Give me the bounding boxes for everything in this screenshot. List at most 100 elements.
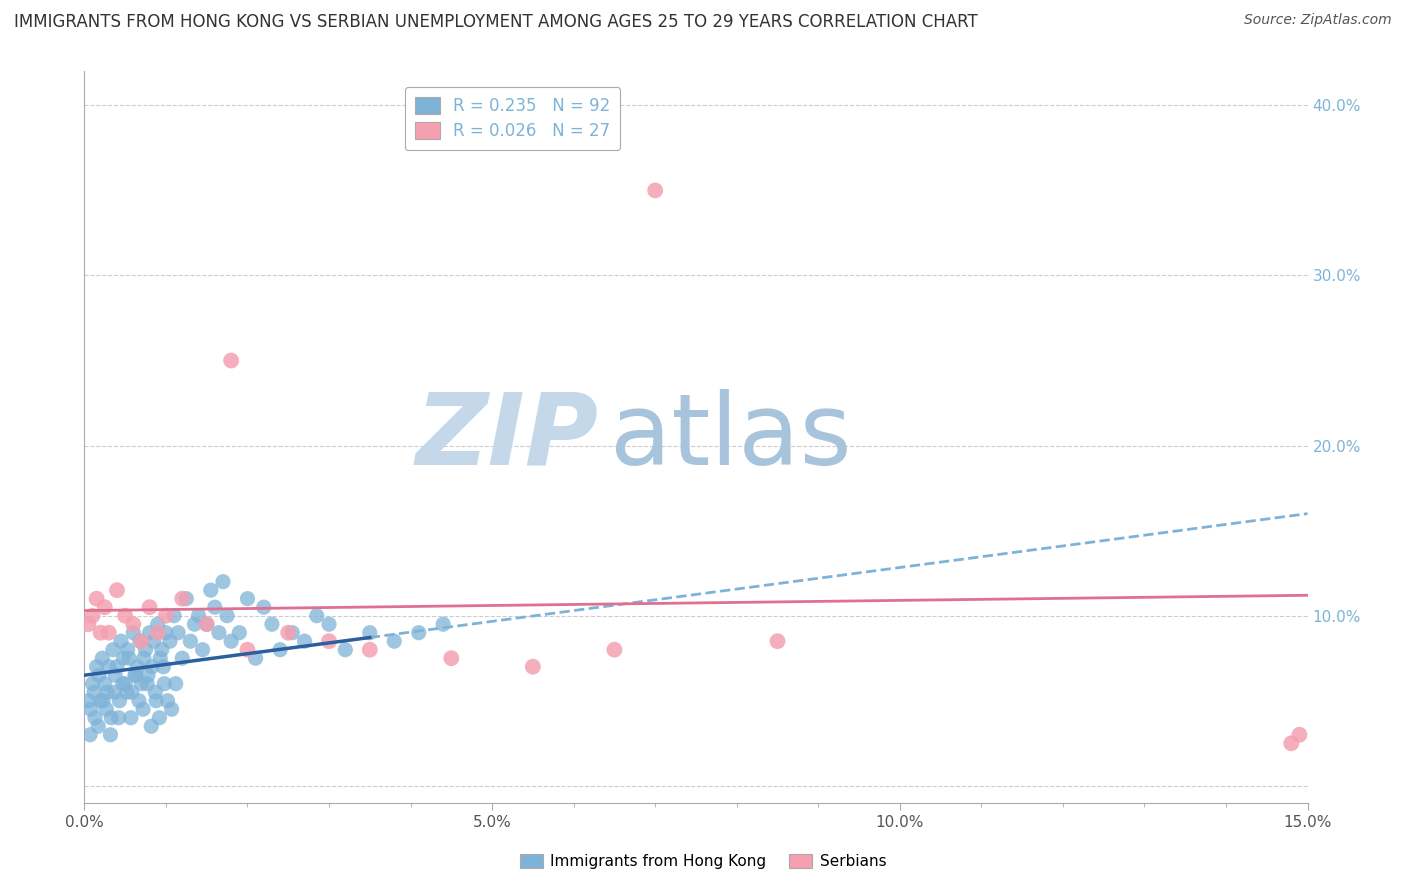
Point <box>318 634 340 648</box>
Point <box>107 711 129 725</box>
Point <box>217 608 239 623</box>
Point <box>90 625 112 640</box>
Point <box>766 634 789 648</box>
Legend: Immigrants from Hong Kong, Serbians: Immigrants from Hong Kong, Serbians <box>513 848 893 875</box>
Point <box>122 617 145 632</box>
Point <box>359 642 381 657</box>
Point <box>128 634 150 648</box>
Point <box>143 685 166 699</box>
Point <box>603 642 626 657</box>
Point <box>145 694 167 708</box>
Point <box>294 634 316 648</box>
Point <box>253 600 276 615</box>
Point <box>163 608 186 623</box>
Point <box>100 728 122 742</box>
Point <box>136 668 159 682</box>
Point <box>153 677 176 691</box>
Point <box>91 651 114 665</box>
Point <box>110 634 132 648</box>
Point <box>174 591 197 606</box>
Point <box>260 617 283 632</box>
Point <box>150 642 173 657</box>
Point <box>132 702 155 716</box>
Point <box>160 702 183 716</box>
Point <box>236 591 259 606</box>
Point <box>208 625 231 640</box>
Point <box>127 659 149 673</box>
Point <box>155 608 177 623</box>
Point <box>305 608 328 623</box>
Point <box>149 651 172 665</box>
Point <box>141 659 163 673</box>
Point <box>128 694 150 708</box>
Point <box>359 625 381 640</box>
Point <box>114 677 136 691</box>
Point <box>212 574 235 589</box>
Point <box>91 694 114 708</box>
Point <box>117 642 139 657</box>
Point <box>120 711 142 725</box>
Point <box>141 719 163 733</box>
Point <box>167 625 190 640</box>
Point <box>125 668 148 682</box>
Point <box>159 634 181 648</box>
Point <box>105 659 128 673</box>
Point <box>86 591 108 606</box>
Point <box>138 625 160 640</box>
Point <box>93 677 115 691</box>
Point <box>82 608 104 623</box>
Point <box>131 677 153 691</box>
Point <box>522 659 544 673</box>
Point <box>103 685 125 699</box>
Text: ZIP: ZIP <box>415 389 598 485</box>
Point <box>97 625 120 640</box>
Point <box>77 694 100 708</box>
Point <box>115 685 138 699</box>
Point <box>87 668 110 682</box>
Point <box>84 711 107 725</box>
Point <box>142 634 165 648</box>
Point <box>124 668 146 682</box>
Point <box>183 617 205 632</box>
Point <box>165 677 187 691</box>
Point <box>86 659 108 673</box>
Point <box>108 694 131 708</box>
Point <box>172 591 194 606</box>
Point <box>97 659 120 673</box>
Point <box>93 600 115 615</box>
Point <box>335 642 357 657</box>
Point <box>1288 728 1310 742</box>
Point <box>146 625 169 640</box>
Point <box>228 625 250 640</box>
Point <box>82 677 104 691</box>
Point <box>96 702 118 716</box>
Point <box>318 617 340 632</box>
Point <box>245 651 267 665</box>
Point <box>219 634 242 648</box>
Point <box>200 583 222 598</box>
Point <box>101 642 124 657</box>
Point <box>79 728 101 742</box>
Point <box>112 651 135 665</box>
Point <box>172 651 194 665</box>
Point <box>277 625 299 640</box>
Point <box>105 583 128 598</box>
Text: atlas: atlas <box>610 389 852 485</box>
Point <box>432 617 454 632</box>
Point <box>138 600 160 615</box>
Point <box>269 642 291 657</box>
Point <box>135 642 157 657</box>
Legend: R = 0.235   N = 92, R = 0.026   N = 27: R = 0.235 N = 92, R = 0.026 N = 27 <box>405 87 620 150</box>
Point <box>121 685 143 699</box>
Point <box>156 694 179 708</box>
Text: Source: ZipAtlas.com: Source: ZipAtlas.com <box>1244 13 1392 28</box>
Point <box>195 617 218 632</box>
Point <box>122 625 145 640</box>
Point <box>87 719 110 733</box>
Point <box>219 353 242 368</box>
Point <box>148 711 170 725</box>
Point <box>118 651 141 665</box>
Point <box>187 608 209 623</box>
Point <box>191 642 214 657</box>
Point <box>179 634 201 648</box>
